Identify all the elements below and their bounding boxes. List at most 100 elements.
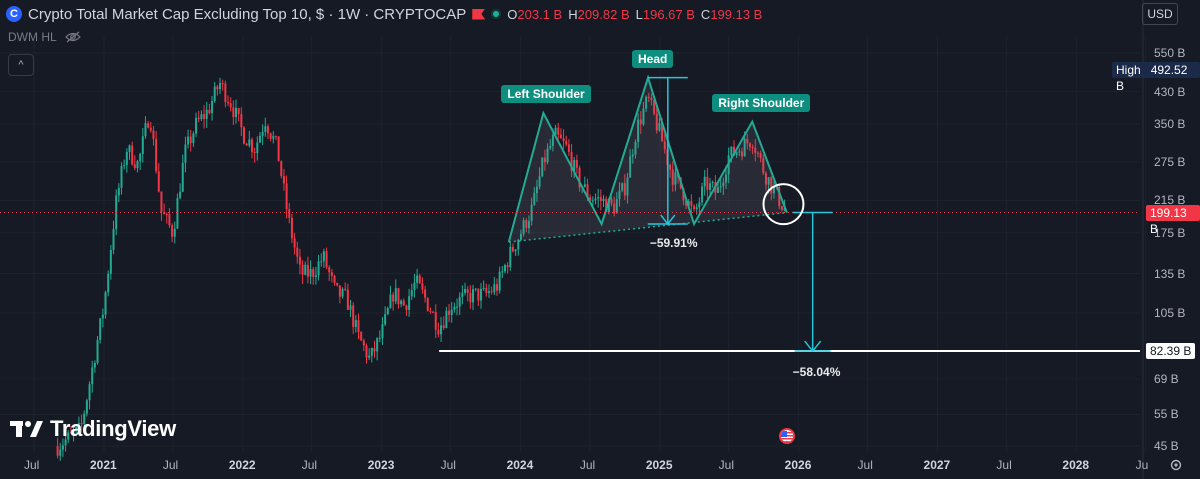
candle — [77, 416, 80, 434]
candle — [397, 287, 400, 309]
candle — [189, 129, 192, 152]
candle — [392, 292, 395, 311]
candle — [424, 285, 427, 303]
candle — [650, 93, 653, 106]
candle — [141, 127, 144, 163]
candle — [341, 287, 344, 299]
candle — [416, 268, 419, 289]
candle — [506, 262, 509, 274]
time-tick-label: Jul — [301, 458, 318, 472]
candle — [360, 331, 363, 342]
candle — [168, 207, 171, 228]
candle — [655, 106, 658, 134]
candle — [594, 193, 597, 205]
candle — [764, 171, 767, 191]
symbol-title[interactable]: Crypto Total Market Cap Excluding Top 10… — [28, 5, 467, 23]
left-shoulder-label[interactable]: Left Shoulder — [501, 85, 591, 104]
candle — [613, 196, 616, 217]
candle — [293, 233, 296, 255]
chart-header: C Crypto Total Market Cap Excluding Top … — [6, 4, 762, 24]
candle — [171, 223, 174, 243]
right-shoulder-label[interactable]: Right Shoulder — [712, 93, 811, 112]
candle — [258, 131, 261, 144]
price-tick-label: 550 B — [1154, 46, 1186, 60]
candle — [535, 179, 538, 202]
candle — [453, 302, 456, 313]
candle — [155, 130, 158, 174]
price-tick-label: 45 B — [1154, 439, 1179, 453]
candle — [519, 229, 522, 241]
tradingview-logo[interactable]: TradingView — [10, 416, 176, 442]
candle — [589, 194, 592, 202]
us-flag-event-icon[interactable] — [779, 428, 795, 444]
candle — [591, 196, 594, 207]
candle — [112, 220, 115, 255]
candle — [772, 180, 775, 199]
price-tick-label: 275 B — [1154, 154, 1186, 169]
candle — [410, 283, 413, 301]
candle — [778, 183, 781, 210]
eye-off-icon[interactable] — [64, 31, 81, 43]
candle — [384, 306, 387, 327]
candle — [357, 313, 360, 340]
candle — [269, 132, 272, 142]
candle — [719, 179, 722, 193]
candle — [320, 253, 323, 267]
candle — [322, 248, 325, 268]
candle — [93, 360, 96, 373]
candle — [450, 301, 453, 323]
candle — [376, 337, 379, 361]
candle — [389, 285, 392, 309]
currency-button[interactable]: USD — [1142, 3, 1178, 25]
candle — [274, 135, 277, 141]
candle — [219, 77, 222, 95]
candle — [266, 124, 269, 140]
candle — [195, 112, 198, 137]
candle — [325, 247, 328, 270]
ohlc-high: H209.82 B — [568, 6, 630, 22]
candle — [328, 265, 331, 281]
candle — [583, 176, 586, 188]
candle — [477, 288, 480, 307]
candle — [306, 256, 309, 284]
candle — [261, 124, 264, 146]
breakdown-circle — [762, 183, 805, 226]
indicator-name[interactable]: DWM HL — [8, 30, 57, 44]
candle — [104, 290, 107, 319]
candle — [503, 263, 506, 274]
candle — [701, 182, 704, 206]
collapse-legend-button[interactable]: ^ — [8, 54, 34, 76]
head-label[interactable]: Head — [632, 49, 674, 68]
candle — [176, 193, 179, 229]
settings-gear-icon[interactable] — [1169, 458, 1183, 472]
candle — [123, 159, 126, 170]
candle — [639, 111, 642, 135]
candle — [674, 166, 677, 192]
candle — [669, 163, 672, 178]
candle — [570, 143, 573, 178]
candle — [722, 177, 725, 196]
time-tick-label: Jul — [24, 458, 40, 472]
candle — [61, 438, 64, 457]
candle — [85, 398, 88, 417]
candle — [472, 284, 475, 311]
flag-icon[interactable] — [472, 8, 486, 20]
time-tick-label: Ju — [1135, 458, 1149, 472]
candle — [157, 163, 160, 193]
candle — [599, 189, 602, 211]
candle — [64, 433, 67, 452]
candle — [780, 205, 783, 212]
candle — [250, 137, 253, 159]
candle — [56, 437, 59, 459]
candle — [485, 283, 488, 297]
candle — [381, 317, 384, 345]
candle — [173, 221, 176, 244]
candle — [394, 279, 397, 305]
candle — [610, 196, 613, 207]
ohlc-close: C199.13 B — [700, 6, 763, 22]
candle — [578, 165, 581, 192]
candle — [240, 107, 243, 137]
candle — [597, 188, 600, 208]
candle — [634, 139, 637, 159]
